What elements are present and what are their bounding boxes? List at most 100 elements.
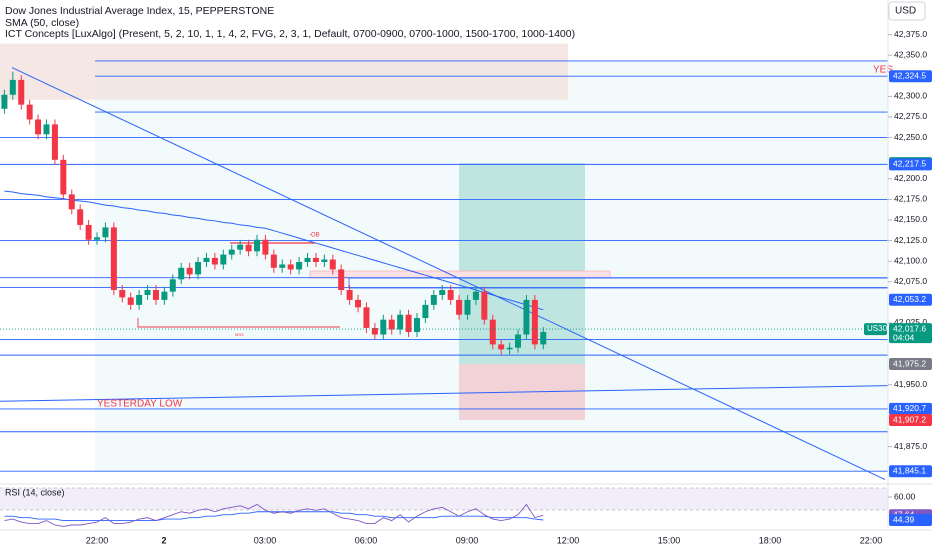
y-tick-label: 42,150.0 xyxy=(894,214,927,224)
candle-body xyxy=(211,257,218,265)
rsi-line xyxy=(4,503,544,527)
level-fill xyxy=(95,60,888,472)
rsi-title: RSI (14, close) xyxy=(5,487,65,497)
x-tick-label: 09:00 xyxy=(456,535,479,545)
candle-body xyxy=(94,237,101,240)
candle-body xyxy=(220,254,227,265)
y-tick-label: 42,125.0 xyxy=(894,235,927,245)
sma-label: SMA (50, close) xyxy=(5,17,79,29)
price-tag-label: 42,053.2 xyxy=(893,294,926,304)
candle-body xyxy=(102,227,109,238)
candle-body xyxy=(110,227,117,291)
y-tick-label: 42,350.0 xyxy=(894,49,927,59)
candle-body xyxy=(506,347,513,350)
fvg-box xyxy=(309,270,611,279)
x-tick-label: 03:00 xyxy=(254,535,277,545)
candle-body xyxy=(26,104,33,120)
candle-body xyxy=(195,262,202,275)
candle-body xyxy=(228,249,235,255)
indicator-label: ICT Concepts [LuxAlgo] (Present, 5, 2, 1… xyxy=(5,28,575,40)
candle-body xyxy=(371,327,378,335)
y-tick-label: 42,250.0 xyxy=(894,132,927,142)
rsi-band xyxy=(0,488,888,510)
candle-body xyxy=(447,290,454,300)
candle-body xyxy=(136,294,143,305)
y-tick-label: 42,175.0 xyxy=(894,194,927,204)
candle-body xyxy=(279,264,286,268)
price-tag-label: 41,975.2 xyxy=(893,358,926,368)
x-tick-label: 12:00 xyxy=(557,535,580,545)
annotation: YESTERDAY LOW xyxy=(97,399,183,410)
candle-body xyxy=(422,304,429,319)
annotation: MSS xyxy=(235,332,244,337)
currency-box xyxy=(888,1,926,21)
candle-body xyxy=(152,290,159,300)
y-tick-label: 60.00 xyxy=(894,491,916,501)
x-tick-label: 22:00 xyxy=(860,535,883,545)
yesterday-line xyxy=(0,385,889,402)
candle-body xyxy=(312,257,319,263)
candle-body xyxy=(18,79,25,105)
price-tag-label: 42,217.5 xyxy=(893,159,926,169)
y-tick-label: 42,300.0 xyxy=(894,91,927,101)
candle-body xyxy=(9,79,16,95)
price-tag-label: 42,017.6 xyxy=(893,323,926,333)
y-tick-label: 41,950.0 xyxy=(894,379,927,389)
candle-body xyxy=(380,319,387,335)
candle-body xyxy=(262,239,269,255)
candle-body xyxy=(540,332,547,345)
candle-body xyxy=(498,344,505,350)
premium-zone xyxy=(0,43,568,100)
y-tick-label: 42,075.0 xyxy=(894,276,927,286)
candle-body xyxy=(254,239,260,252)
y-tick-label: 42,100.0 xyxy=(894,255,927,265)
candle-body xyxy=(531,299,538,345)
candle-body xyxy=(144,290,151,295)
candle-body xyxy=(321,259,328,263)
candle-body xyxy=(161,291,168,300)
x-tick-label: 2 xyxy=(161,535,166,545)
x-tick-label: 15:00 xyxy=(658,535,681,545)
annotation: -OB xyxy=(309,233,320,239)
price-tag-label: 41,845.1 xyxy=(893,465,926,475)
candle-body xyxy=(43,124,50,135)
price-tag xyxy=(889,323,932,344)
candle-body xyxy=(430,294,437,305)
price-tag-label: 42,324.5 xyxy=(893,70,926,80)
candle-body xyxy=(329,259,336,270)
candle-body xyxy=(346,290,353,300)
y-tick-label: 41,875.0 xyxy=(894,441,927,451)
candle-body xyxy=(338,269,345,291)
candle-body xyxy=(304,257,311,263)
candle-body xyxy=(51,124,58,160)
symbol-label: US30 xyxy=(867,324,888,333)
rsi-ma-line xyxy=(4,511,544,522)
candle-body xyxy=(296,262,303,270)
candle-body xyxy=(127,297,134,305)
mss-line xyxy=(137,318,340,328)
candle-body xyxy=(35,119,42,135)
candle-body xyxy=(178,267,185,280)
candle-body xyxy=(287,264,294,270)
candle-body xyxy=(464,299,471,315)
candle-body xyxy=(186,267,193,275)
symbol-tag xyxy=(864,323,887,336)
candle-body xyxy=(515,334,522,348)
candle-body xyxy=(119,290,126,298)
candle-body xyxy=(388,319,395,330)
candle-body xyxy=(413,318,420,333)
y-tick-label: 42,275.0 xyxy=(894,111,927,121)
candle-body xyxy=(203,257,210,263)
candle-body xyxy=(237,244,244,250)
currency: USD xyxy=(895,6,916,17)
y-tick-label: 42,200.0 xyxy=(894,173,927,183)
price-tag-label: 41,920.7 xyxy=(893,403,926,413)
candle-body xyxy=(523,299,530,335)
candle-body xyxy=(481,291,488,320)
candle-body xyxy=(85,224,92,240)
candle-body xyxy=(169,279,176,292)
price-tag-label: 44.39 xyxy=(893,514,915,524)
price-tag xyxy=(889,402,932,415)
candle-body xyxy=(472,291,479,300)
